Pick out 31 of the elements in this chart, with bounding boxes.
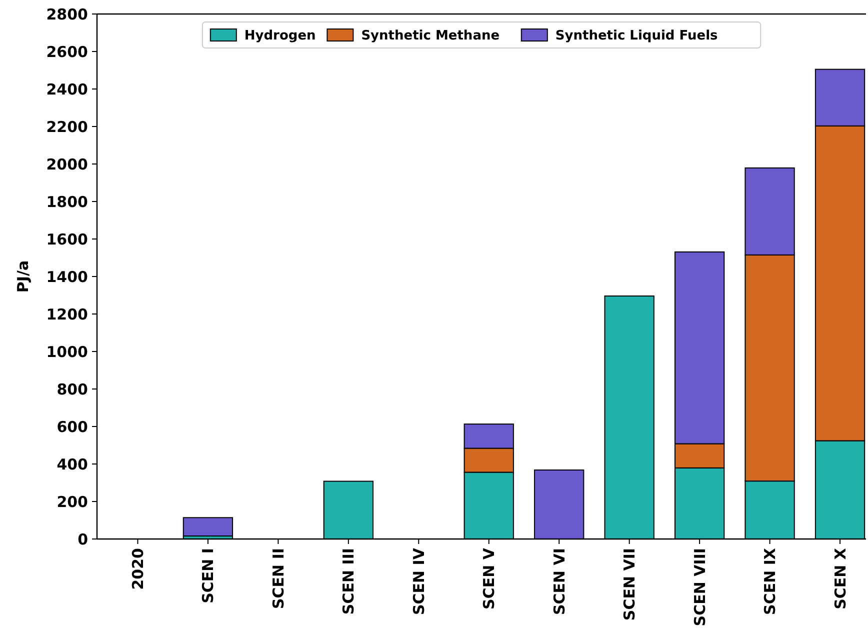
y-tick-label: 400 xyxy=(56,455,88,474)
y-tick-label: 1800 xyxy=(46,192,88,211)
bar xyxy=(182,517,234,536)
x-tick-label: 2020 xyxy=(128,548,147,590)
y-tick-label: 1400 xyxy=(46,268,88,286)
x-tick-label: SCEN V xyxy=(480,548,498,610)
x-tick-label: SCEN III xyxy=(340,548,358,615)
y-tick-label: 600 xyxy=(56,418,88,436)
legend-label: Synthetic Liquid Fuels xyxy=(555,28,718,44)
y-tick-label: 2400 xyxy=(46,80,88,98)
x-tick-label: SCEN VII xyxy=(620,548,639,621)
x-tick-label: SCEN VIII xyxy=(690,548,709,626)
x-tick-label: SCEN VI xyxy=(550,548,568,616)
y-tick-label: 800 xyxy=(56,380,88,398)
y-tick-label: 1200 xyxy=(46,305,88,324)
y-tick-label: 2600 xyxy=(46,42,88,61)
x-tick-label: SCEN X xyxy=(831,548,850,610)
legend-label: Synthetic Methane xyxy=(361,28,500,44)
y-axis-title: PJ/a xyxy=(14,260,32,293)
y-tick-label: 200 xyxy=(56,492,88,511)
x-tick-label: SCEN I xyxy=(199,548,218,604)
legend-label: Hydrogen xyxy=(244,28,316,44)
x-tick-label: SCEN IX xyxy=(761,548,780,615)
x-tick-label: SCEN II xyxy=(269,548,288,609)
y-tick-label: 2000 xyxy=(46,155,88,174)
y-tick-label: 1000 xyxy=(46,342,88,361)
y-tick-label: 2200 xyxy=(46,118,88,136)
x-tick-label: SCEN IV xyxy=(410,548,428,616)
y-tick-label: 0 xyxy=(78,530,88,548)
y-tick-label: 2800 xyxy=(46,5,88,24)
y-tick-label: 1600 xyxy=(46,230,88,248)
